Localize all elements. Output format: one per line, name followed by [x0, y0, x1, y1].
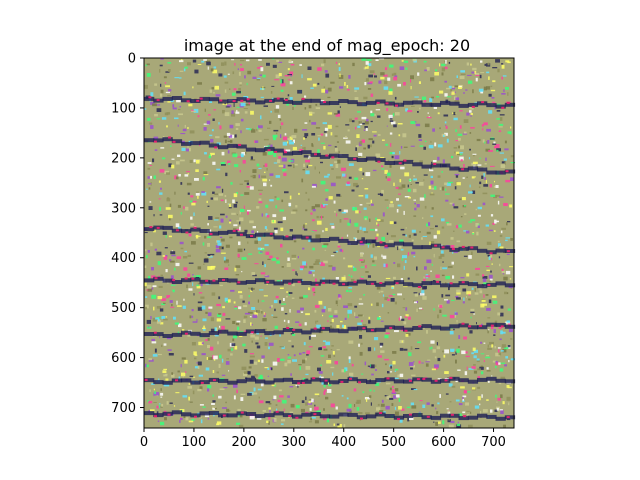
x-tick-label: 300 [281, 435, 306, 450]
y-tick-label: 500 [111, 301, 136, 316]
x-tick-label: 700 [481, 435, 506, 450]
dark-band [144, 136, 516, 175]
dark-band [144, 322, 516, 338]
dark-band [144, 410, 516, 421]
y-tick-label: 600 [111, 351, 136, 366]
dark-band [144, 376, 516, 385]
y-tick-label: 0 [128, 52, 136, 67]
plot-frame [143, 57, 515, 429]
x-tick-label: 0 [140, 435, 148, 450]
dark-band [144, 225, 516, 255]
y-tick-label: 400 [111, 251, 136, 266]
dark-band [144, 276, 516, 289]
chart-title: image at the end of mag_epoch: 20 [184, 36, 470, 56]
x-tick-label: 600 [431, 435, 456, 450]
x-tick-label: 100 [182, 435, 207, 450]
y-tick-label: 100 [111, 101, 136, 116]
dark-band [144, 96, 516, 109]
y-tick-label: 300 [111, 201, 136, 216]
y-tick-label: 700 [111, 401, 136, 416]
x-tick-label: 400 [331, 435, 356, 450]
image-plot [144, 58, 516, 429]
x-tick-label: 200 [231, 435, 256, 450]
y-tick-label: 200 [111, 151, 136, 166]
y-axis: 0 100 200 300 400 500 600 700 [111, 52, 144, 416]
x-tick-label: 500 [381, 435, 406, 450]
image-texture [144, 58, 515, 429]
x-axis: 0 100 200 300 400 500 600 700 [140, 428, 506, 450]
image-background [144, 58, 514, 428]
